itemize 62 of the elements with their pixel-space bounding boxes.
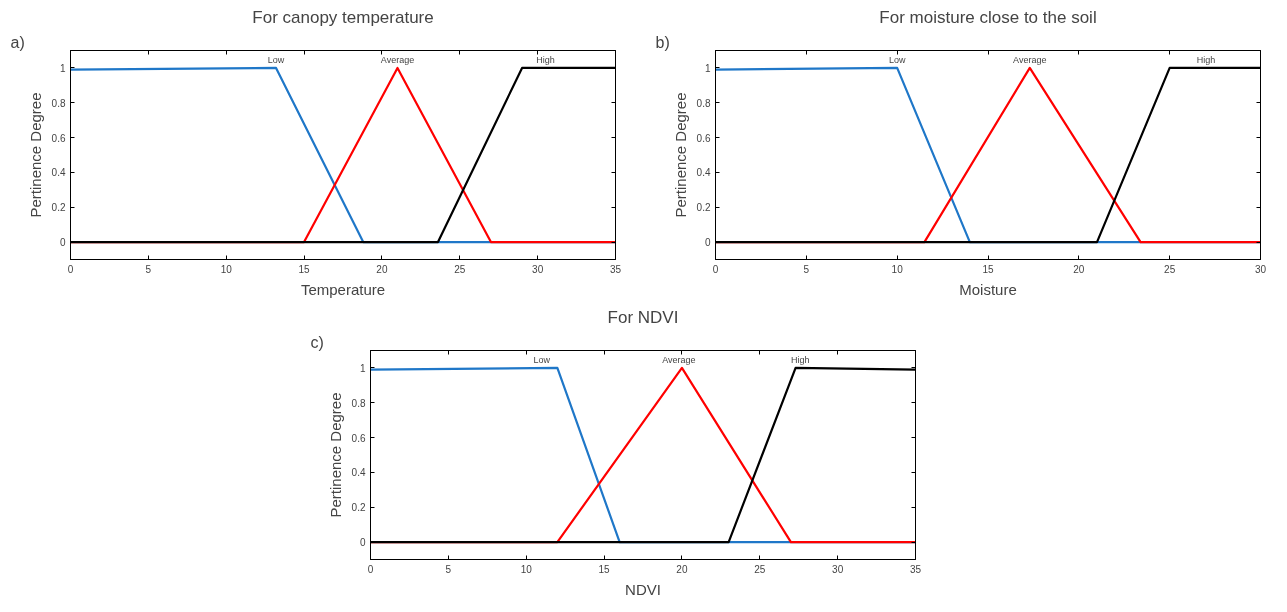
y-axis-title: Pertinence Degree xyxy=(671,92,689,218)
x-tick-label: 10 xyxy=(520,563,533,575)
y-tick-label: 0.4 xyxy=(351,467,366,479)
y-tick-label: 0 xyxy=(359,537,366,549)
y-tick-label: 0.6 xyxy=(696,132,711,144)
y-tick-label: 0.8 xyxy=(351,397,366,409)
y-tick-label: 0.6 xyxy=(51,132,66,144)
x-tick-label: 15 xyxy=(598,563,611,575)
x-axis-title: Moisture xyxy=(959,280,1017,298)
annotation: High xyxy=(1196,54,1216,65)
x-tick-label: 25 xyxy=(454,263,466,275)
x-tick-label: 15 xyxy=(982,263,994,275)
text: b) xyxy=(655,33,670,51)
y-tick-label: 0 xyxy=(704,237,711,249)
annotation: Average xyxy=(662,354,696,365)
x-axis-title: NDVI xyxy=(625,580,661,598)
x-tick-label: 5 xyxy=(445,563,452,575)
x-tick-label: 30 xyxy=(532,263,544,275)
x-tick-label: 0 xyxy=(712,263,719,275)
y-tick-label: 0.6 xyxy=(351,432,366,444)
y-tick-label: 0.2 xyxy=(696,202,711,214)
y-tick-label: 1 xyxy=(704,62,711,74)
x-tick-label: 30 xyxy=(1254,263,1267,275)
y-tick-label: 0.4 xyxy=(51,167,66,179)
x-tick-label: 10 xyxy=(220,263,233,275)
annotation: Low xyxy=(533,354,551,365)
y-tick-label: 0.8 xyxy=(696,97,711,109)
x-axis-title: Temperature xyxy=(300,280,386,298)
x-tick-label: 20 xyxy=(376,263,388,275)
annotation: High xyxy=(791,354,810,365)
x-tick-label: 25 xyxy=(1164,263,1176,275)
x-tick-label: 30 xyxy=(832,563,844,575)
text: a) xyxy=(10,33,25,51)
x-tick-label: 35 xyxy=(609,263,622,275)
x-tick-label: 25 xyxy=(754,563,766,575)
x-tick-label: 20 xyxy=(676,563,688,575)
x-tick-label: 35 xyxy=(909,563,922,575)
annotation: Average xyxy=(1013,54,1047,65)
x-tick-label: 0 xyxy=(367,563,374,575)
y-axis-title: Pertinence Degree xyxy=(26,92,44,218)
annotation: High xyxy=(536,54,555,65)
x-tick-label: 15 xyxy=(298,263,311,275)
annotation: Low xyxy=(888,54,906,65)
text: c) xyxy=(310,333,324,351)
x-tick-label: 5 xyxy=(803,263,810,275)
x-tick-label: 10 xyxy=(891,263,904,275)
chart-title: For moisture close to the soil xyxy=(879,7,1097,27)
x-tick-label: 20 xyxy=(1073,263,1085,275)
y-tick-label: 1 xyxy=(59,62,66,74)
annotation: Average xyxy=(380,54,415,65)
y-tick-label: 1 xyxy=(359,362,366,374)
y-tick-label: 0.8 xyxy=(51,97,66,109)
y-tick-label: 0.2 xyxy=(51,202,66,214)
y-tick-label: 0 xyxy=(59,237,66,249)
chart-title: For NDVI xyxy=(607,307,679,327)
x-tick-label: 5 xyxy=(145,263,152,275)
y-tick-label: 0.2 xyxy=(351,502,366,514)
chart-title: For canopy temperature xyxy=(252,7,434,27)
annotation: Low xyxy=(267,54,285,65)
x-tick-label: 0 xyxy=(67,263,74,275)
y-tick-label: 0.4 xyxy=(696,167,711,179)
y-axis-title: Pertinence Degree xyxy=(326,392,344,518)
